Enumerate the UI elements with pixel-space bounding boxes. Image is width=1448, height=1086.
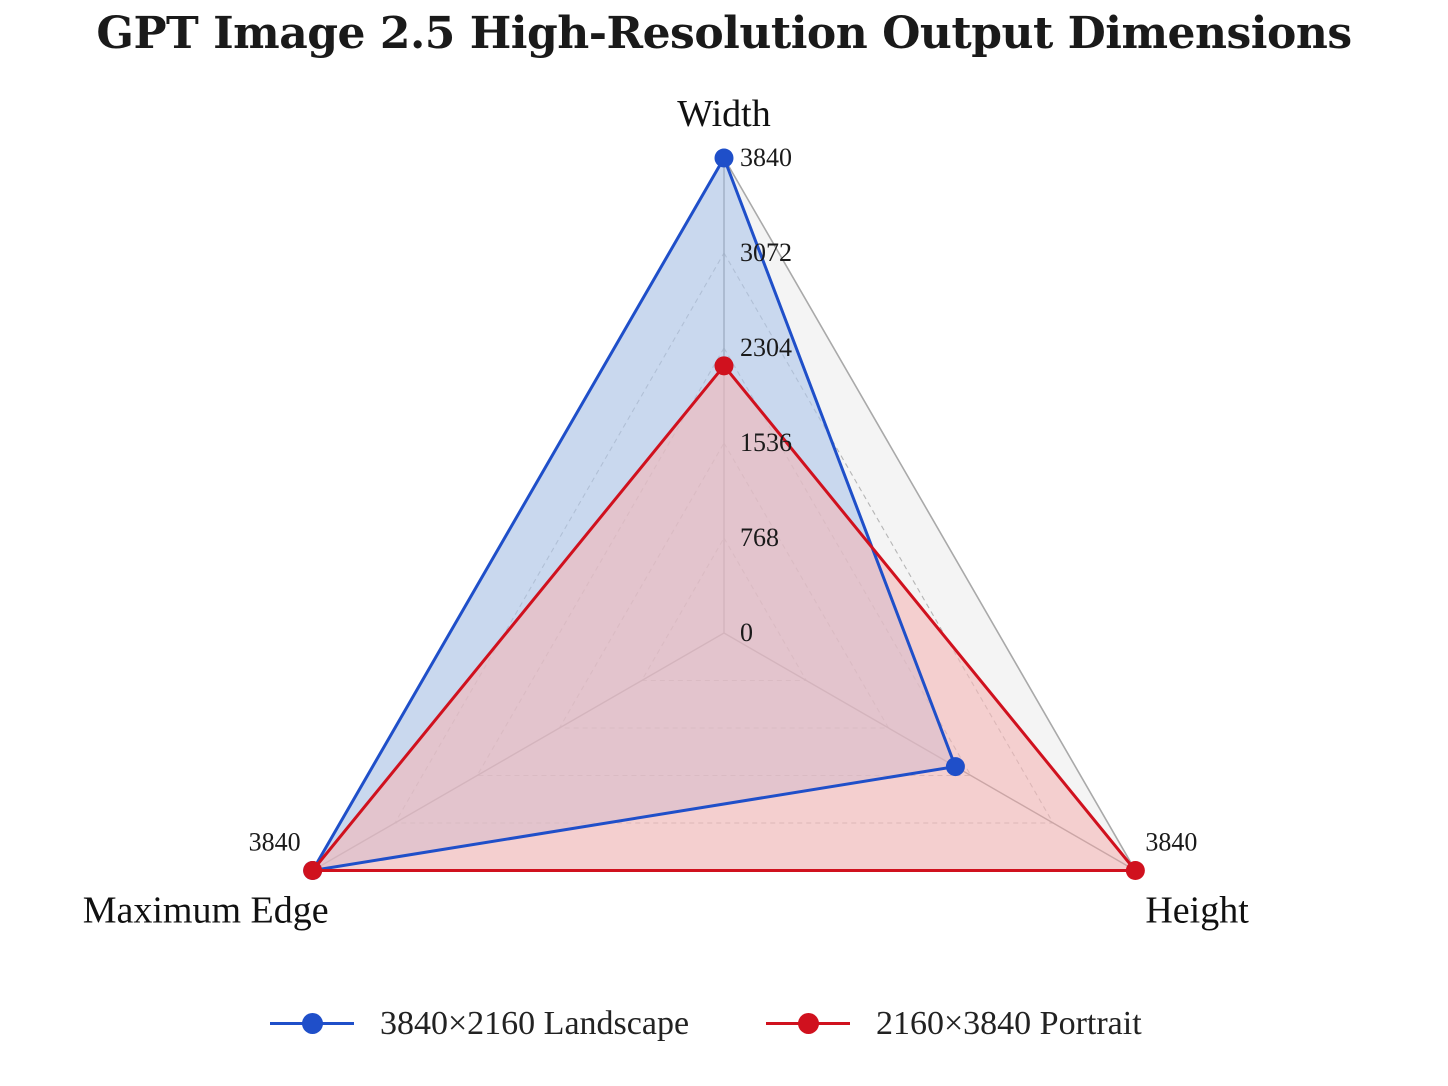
legend-marker-landscape bbox=[270, 996, 354, 1052]
axis-end-label-maximum-edge: 3840 bbox=[249, 828, 301, 857]
label-layer: 0 768 1536 2304 3072 3840 3840 3840 Width Height M… bbox=[83, 93, 1249, 932]
radial-tick-label-2304: 2304 bbox=[740, 333, 792, 362]
axis-end-label-height: 3840 bbox=[1145, 828, 1197, 857]
legend-marker-portrait bbox=[766, 996, 850, 1052]
axis-title-maximum-edge: Maximum Edge bbox=[83, 890, 329, 932]
radial-tick-label-0: 0 bbox=[740, 618, 753, 647]
legend-item-landscape[interactable]: 3840×2160 Landscape bbox=[270, 996, 689, 1052]
series-layer bbox=[303, 148, 1145, 880]
legend-label-portrait: 2160×3840 Portrait bbox=[876, 1005, 1142, 1042]
radial-tick-label-3840: 3840 bbox=[740, 143, 792, 172]
legend-label-landscape: 3840×2160 Landscape bbox=[380, 1005, 690, 1042]
data-point-0-0 bbox=[714, 148, 734, 168]
legend-item-portrait[interactable]: 2160×3840 Portrait bbox=[766, 996, 1142, 1052]
series-fill-1 bbox=[312, 365, 1136, 871]
chart-title: GPT Image 2.5 High-Resolution Output Dim… bbox=[96, 8, 1352, 59]
data-point-0-1 bbox=[945, 757, 965, 777]
data-point-1-1 bbox=[1125, 861, 1145, 880]
series-line-1 bbox=[309, 363, 1139, 872]
data-point-1-0 bbox=[714, 356, 734, 376]
radial-tick-label-768: 768 bbox=[740, 523, 779, 552]
axis-title-height: Height bbox=[1145, 890, 1249, 932]
data-point-1-2 bbox=[303, 861, 323, 880]
series-line-0 bbox=[309, 154, 958, 873]
radial-tick-label-3072: 3072 bbox=[740, 238, 792, 267]
radial-tick-label-1536: 1536 bbox=[740, 428, 792, 457]
axis-title-width: Width bbox=[677, 93, 770, 135]
legend: 3840×2160 Landscape 2160×3840 Portrait bbox=[0, 996, 1448, 1052]
